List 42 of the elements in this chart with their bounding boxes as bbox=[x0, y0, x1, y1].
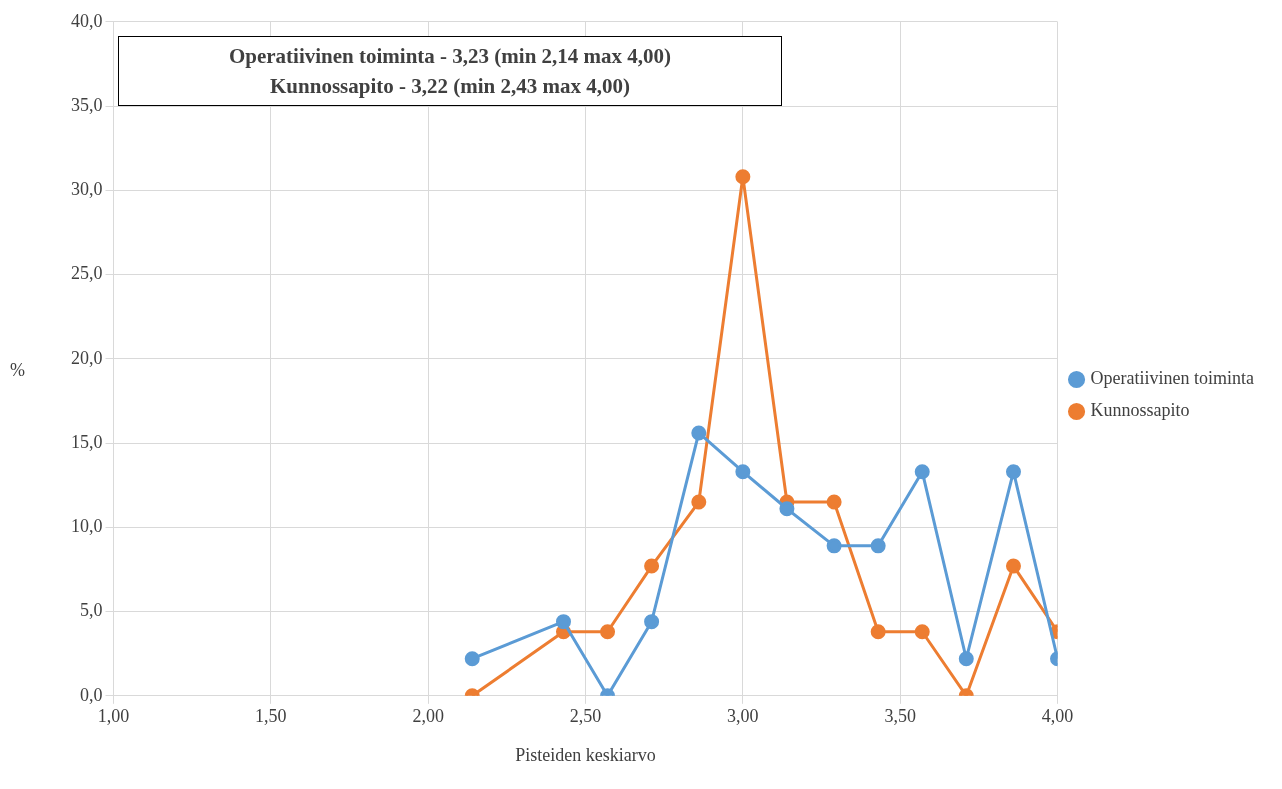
text-box: Operatiivinen toiminta - 3,23 (min 2,14 max 4,00) Kunnossapito - 3,22 (min 2,43 max 4,00) bbox=[118, 36, 782, 106]
y-tick-label: 15,0 bbox=[71, 431, 103, 452]
x-tick-label: 3,50 bbox=[884, 706, 916, 727]
point bbox=[600, 624, 616, 640]
point bbox=[691, 425, 707, 441]
y-tick-label: 20,0 bbox=[71, 347, 103, 368]
point bbox=[826, 494, 842, 510]
point bbox=[644, 614, 660, 630]
point bbox=[691, 494, 707, 510]
x-tick-label: 1,00 bbox=[97, 706, 130, 727]
point bbox=[1005, 558, 1021, 574]
point bbox=[779, 501, 795, 517]
annotation: Kunnossapito - 3,22 (min 2,43 max 4,00) bbox=[269, 73, 631, 100]
y-tick-label: 5,0 bbox=[80, 600, 103, 621]
y-axis-title: % bbox=[10, 360, 25, 381]
x-tick-label: 3,00 bbox=[727, 706, 759, 727]
point bbox=[1005, 464, 1021, 480]
point bbox=[644, 558, 660, 574]
y-tick-label: 10,0 bbox=[71, 516, 103, 537]
point bbox=[735, 464, 751, 480]
point bbox=[958, 651, 974, 667]
point bbox=[914, 464, 930, 480]
point bbox=[826, 538, 842, 554]
point bbox=[735, 169, 751, 185]
legend-label: Operatiivinen toiminta bbox=[1090, 368, 1255, 389]
x-tick-label: 4,00 bbox=[1041, 706, 1074, 727]
point bbox=[870, 538, 886, 554]
x-tick-label: 2,00 bbox=[412, 706, 444, 727]
y-tick-label: 25,0 bbox=[71, 263, 103, 284]
point bbox=[914, 624, 930, 640]
y-tick-label: 40,0 bbox=[71, 10, 103, 31]
annotation: Operatiivinen toiminta - 3,23 (min 2,14 max 4,00) bbox=[227, 43, 673, 70]
x-tick-label: 1,50 bbox=[255, 706, 287, 727]
point bbox=[870, 624, 886, 640]
y-tick-label: 35,0 bbox=[71, 94, 103, 115]
y-tick-label: 0,0 bbox=[80, 684, 103, 705]
legend-label: Kunnossapito bbox=[1090, 400, 1190, 421]
point bbox=[464, 651, 480, 667]
x-tick-label: 2,50 bbox=[569, 706, 602, 727]
x-axis-title: Pisteiden keskiarvo bbox=[515, 744, 656, 765]
y-tick-label: 30,0 bbox=[71, 179, 103, 200]
point bbox=[555, 614, 571, 630]
